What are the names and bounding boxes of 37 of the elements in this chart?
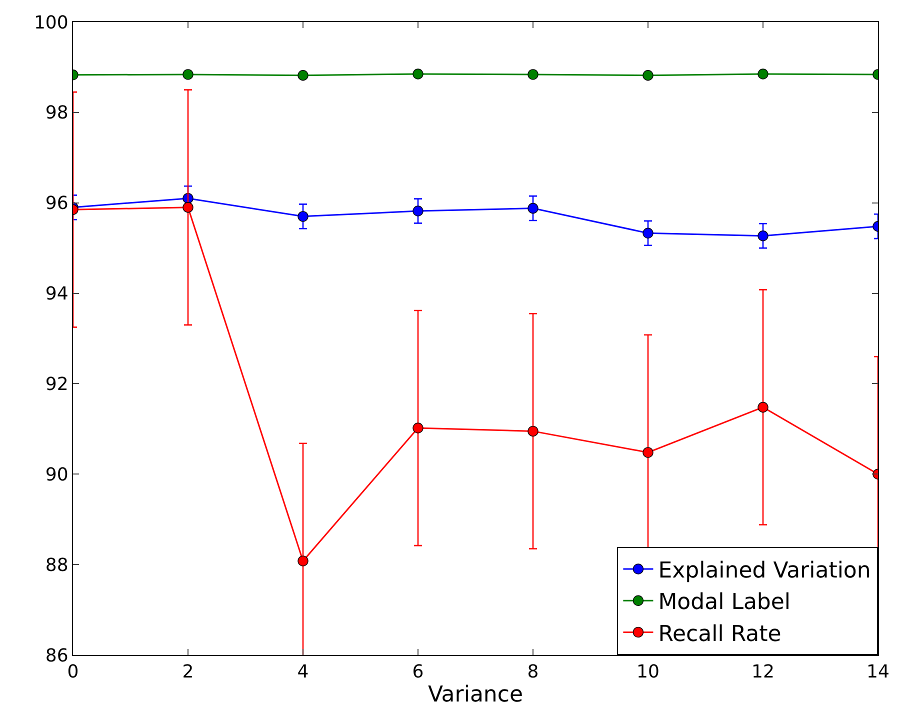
x-tick-label: 10 xyxy=(636,662,660,683)
point xyxy=(642,70,654,81)
y-tick-label: 90 xyxy=(45,464,68,486)
y-tick-label: 92 xyxy=(45,374,68,396)
point xyxy=(758,230,768,242)
y-tick-label: 100 xyxy=(34,12,68,34)
y-tick-label: 88 xyxy=(45,554,68,576)
point xyxy=(528,69,538,80)
legend-label: Explained Variation xyxy=(658,558,871,584)
x-axis-title: Variance xyxy=(428,682,524,708)
point xyxy=(412,422,424,434)
point xyxy=(758,68,768,80)
point xyxy=(182,202,194,213)
point xyxy=(412,206,424,216)
point xyxy=(182,69,194,80)
point xyxy=(758,402,768,413)
y-tick-label: 96 xyxy=(45,193,68,214)
y-tick-label: 94 xyxy=(45,284,68,305)
x-tick-label: 8 xyxy=(527,662,539,683)
x-tick-label: 14 xyxy=(866,662,890,683)
point xyxy=(298,556,308,566)
point xyxy=(528,202,538,214)
legend-label: Recall Rate xyxy=(658,622,782,647)
point xyxy=(528,426,538,437)
legend-label: Modal Label xyxy=(658,590,791,616)
point xyxy=(298,211,308,222)
x-tick-label: 6 xyxy=(412,662,424,683)
point xyxy=(642,447,654,458)
y-tick-label: 98 xyxy=(45,102,68,124)
y-tick-label: 86 xyxy=(45,645,68,666)
x-tick-label: 12 xyxy=(752,662,774,683)
x-tick-label: 4 xyxy=(297,662,309,683)
x-tick-label: 2 xyxy=(182,662,194,683)
x-tick-label: 0 xyxy=(67,662,79,683)
point xyxy=(298,70,308,81)
point xyxy=(642,228,654,238)
point xyxy=(412,68,424,80)
